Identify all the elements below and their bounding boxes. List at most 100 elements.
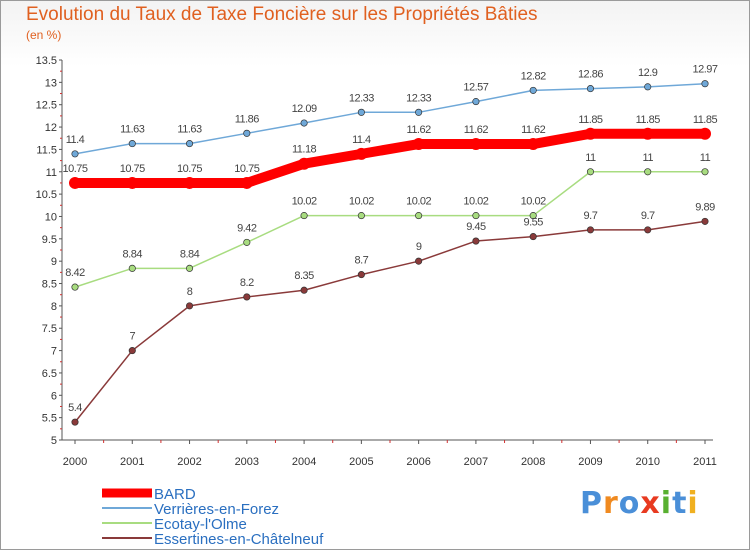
data-label: 10.75 [120,163,145,175]
data-point [644,83,652,91]
data-point [472,237,480,245]
legend-label: Essertines-en-Châtelneuf [154,531,324,548]
series-line-2 [74,171,706,288]
data-point [128,347,136,355]
x-tick-label: 2009 [578,456,602,468]
data-point [126,176,139,189]
data-point [243,238,251,246]
legend: BARDVerrières-en-ForezEcotay-l'OlmeEsser… [102,486,324,548]
data-label: 10.75 [62,163,87,175]
data-point [298,157,311,170]
data-point [701,217,709,225]
data-label: 9.89 [695,201,715,213]
data-point [469,138,482,151]
data-point [185,264,194,272]
data-point [355,147,368,160]
data-point [472,212,480,220]
y-tick-label: 7 [51,346,57,358]
data-label: 11.63 [177,124,202,136]
data-point [644,168,652,176]
data-point [529,212,537,220]
y-tick-label: 13.5 [36,55,57,67]
data-point [529,86,537,94]
y-tick-label: 9.5 [42,234,57,246]
data-label: 10.75 [177,163,202,175]
data-point [357,271,365,279]
series-layer [69,80,711,426]
data-label: 12.86 [578,69,603,81]
data-labels: 10.75 10.75 10.75 10.75 11.18 11.4 11.62 11.62 1… [62,64,718,414]
series-line-0 [70,128,710,188]
data-label: 10.02 [349,196,374,208]
data-label: 9.55 [523,217,543,229]
data-point [128,264,136,272]
x-tick-label: 2004 [292,456,316,468]
data-point [71,418,79,426]
data-label: 8.35 [294,270,314,282]
data-point [415,257,423,265]
y-tick-label: 5.5 [42,413,57,425]
legend-label: Ecotay-l'Olme [154,516,247,533]
data-point [71,150,79,158]
x-tick-label: 2006 [406,456,430,468]
series-line-3 [74,220,706,423]
data-label: 11.85 [578,114,603,126]
data-label: 10.02 [521,196,546,208]
data-point [644,226,652,234]
y-tick-label: 10.5 [36,189,57,201]
data-point [185,302,194,310]
data-label: 11 [585,152,596,164]
data-label: 8.7 [354,255,368,267]
data-point [586,226,595,234]
data-point [586,168,595,176]
logo-letter: t [672,486,688,521]
data-point [412,138,425,151]
data-label: 9 [416,241,422,253]
data-label: 12.82 [521,70,546,82]
data-label: 11.4 [352,134,371,146]
legend-label: BARD [154,486,196,503]
y-tick-label: 12.5 [36,100,57,112]
data-label: 11 [700,152,711,164]
data-point [357,212,365,220]
logo-letter: r [603,486,619,521]
x-tick-label: 2005 [349,456,373,468]
data-point [183,176,196,189]
data-label: 9.42 [237,222,257,234]
data-point [701,80,709,88]
y-tick-label: 8 [51,301,57,313]
data-point [699,127,711,140]
data-label: 12.97 [692,64,717,76]
data-point [472,98,480,106]
data-point [185,140,194,148]
data-label: 11.62 [407,124,432,136]
data-point [584,127,597,140]
x-tick-label: 2000 [63,456,87,468]
y-axis-unit: (en %) [26,28,62,42]
data-point [243,293,251,301]
data-label: 11 [643,152,654,164]
proxiti-logo: Proxiti [580,486,699,521]
logo-letter: i [687,486,699,521]
data-label: 10.02 [463,196,488,208]
data-point [243,129,251,137]
data-label: 5.4 [68,402,82,414]
data-label: 11.62 [464,124,489,136]
x-tick-label: 2007 [464,456,488,468]
data-label: 8.84 [180,248,200,260]
data-point [71,283,79,291]
logo-letter: x [640,486,661,521]
y-tick-label: 10 [45,211,57,223]
data-label: 11.62 [521,124,546,136]
x-tick-label: 2002 [177,456,201,468]
data-label: 12.09 [292,103,317,115]
data-point [128,140,136,148]
data-label: 8 [187,286,193,298]
data-point [641,127,654,140]
data-label: 8.42 [65,267,85,279]
y-tick-label: 6 [51,390,57,402]
data-label: 9.7 [641,210,655,222]
y-tick-label: 13 [45,77,57,89]
data-point [300,286,308,294]
